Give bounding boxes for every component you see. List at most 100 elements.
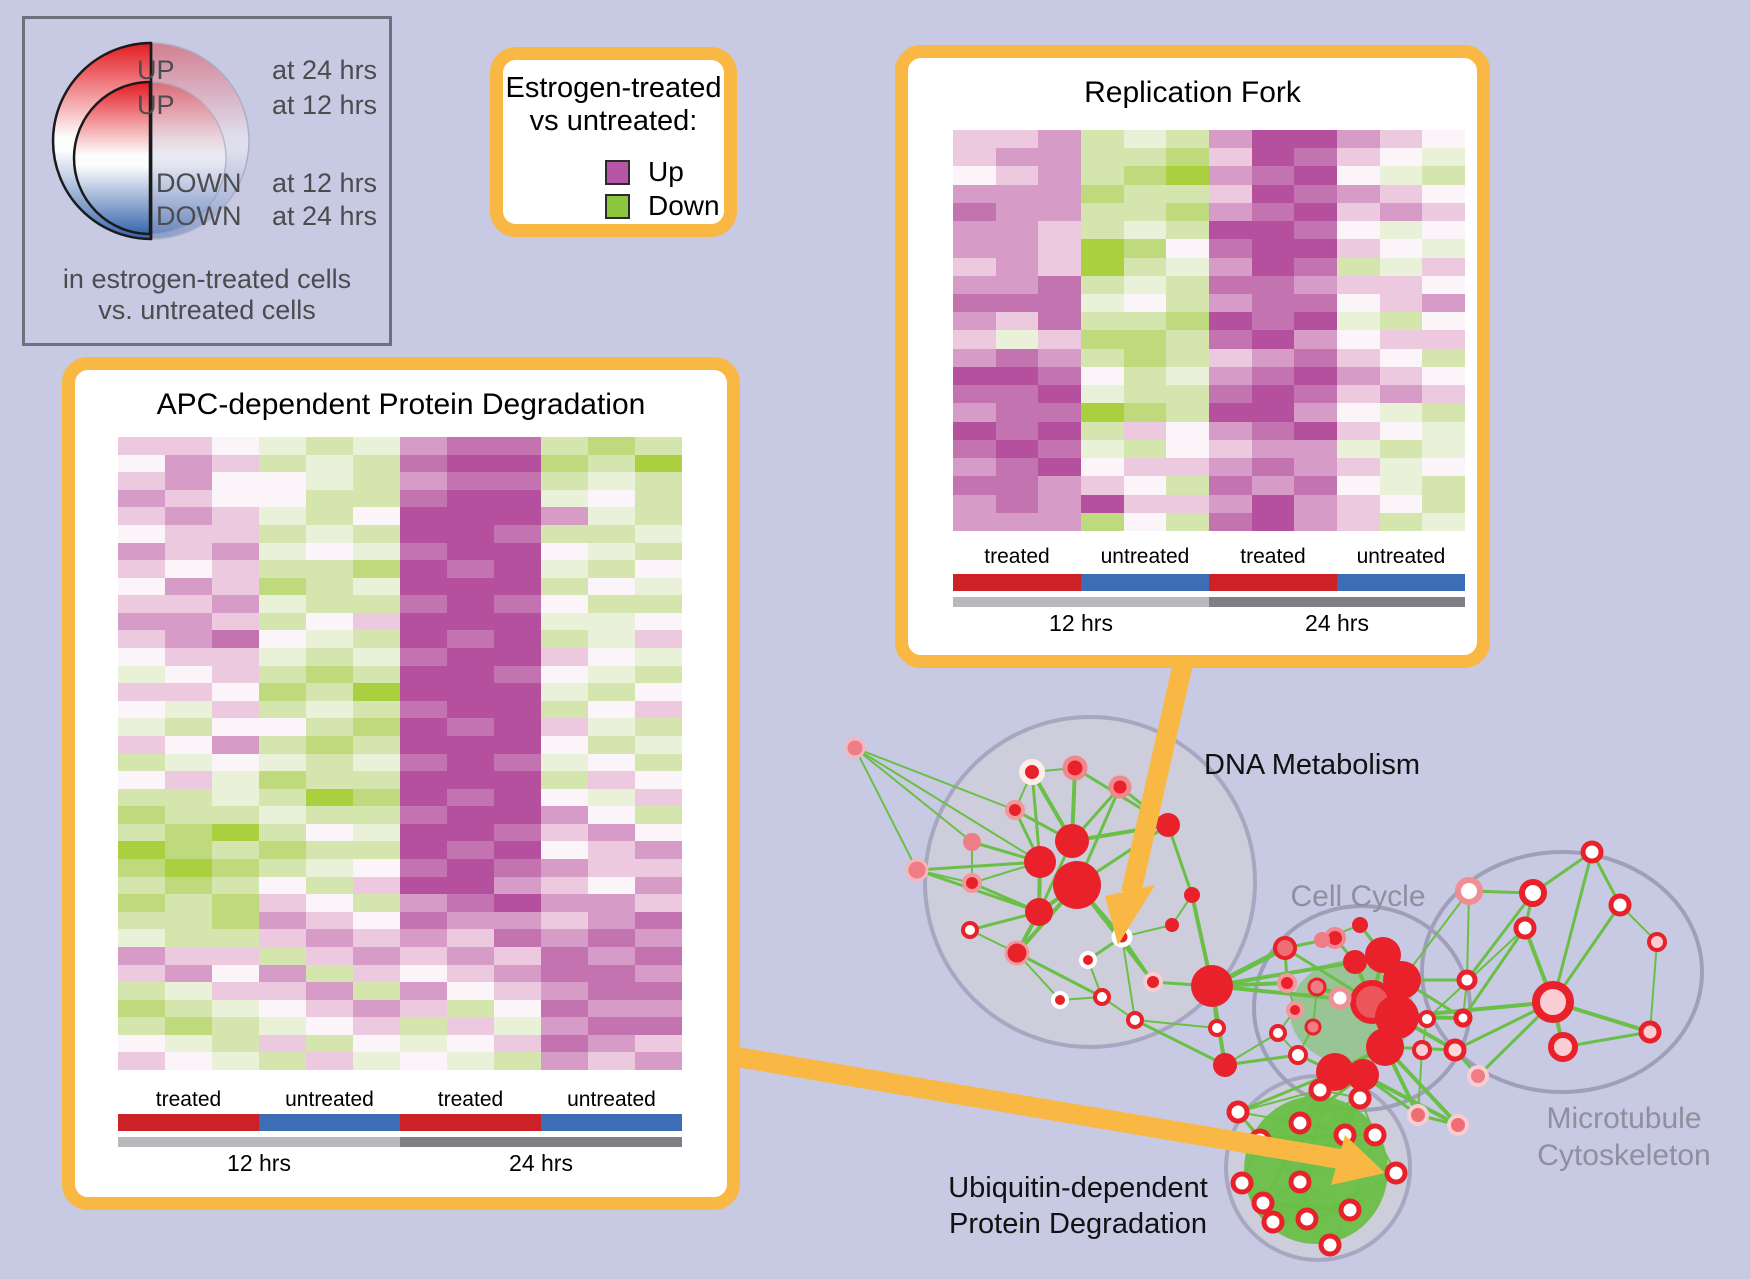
heatmap-cell [1209, 275, 1252, 295]
heatmap-cell [259, 982, 306, 1000]
heatmap-cell [118, 982, 165, 1000]
heatmap-cell [212, 630, 259, 648]
gene-node [1025, 898, 1053, 926]
heatmap-cell [1422, 494, 1465, 513]
heatmap-cell [1081, 421, 1124, 440]
heatmap-cell [400, 911, 447, 930]
heatmap-cell [1038, 221, 1081, 240]
gene-node [1288, 1170, 1312, 1194]
treatment-bar-segment [400, 1114, 541, 1131]
heatmap-cell [447, 524, 494, 543]
heatmap-cell [1294, 476, 1337, 495]
heatmap-cell [1123, 366, 1167, 386]
label-cell-cycle: Cell Cycle [1290, 880, 1426, 913]
gene-node [1079, 951, 1097, 969]
heatmap-cell [953, 239, 996, 258]
heatmap-cell [494, 753, 541, 772]
heatmap-cell [953, 439, 996, 459]
heatmap-cell [1294, 403, 1337, 422]
heatmap-cell [1337, 403, 1380, 422]
heatmap-cell [400, 560, 447, 578]
heatmap-cell [995, 476, 1039, 495]
heatmap-cell [1379, 294, 1423, 313]
heatmap-cell [635, 929, 682, 947]
heatmap-cell [1038, 366, 1081, 386]
heatmap-cell [165, 823, 212, 842]
heatmap-cell [1294, 221, 1337, 240]
heatmap-cell [259, 472, 306, 490]
heatmap-cell [212, 894, 259, 912]
heatmap-cell [118, 876, 165, 895]
heatmap-cell [588, 683, 635, 701]
heatmap-cell [447, 823, 494, 842]
gene-node [1338, 1198, 1362, 1222]
heatmap-cell [1166, 148, 1209, 167]
gene-node [1184, 887, 1200, 903]
heatmap-cell [212, 806, 259, 824]
gene-node [1608, 893, 1632, 917]
heatmap-cell [118, 524, 165, 543]
gene-node [1363, 1123, 1387, 1147]
heatmap-cell [1251, 476, 1295, 495]
heatmap-cell [447, 595, 494, 613]
heatmap-cell [1166, 458, 1209, 477]
heatmap-cell [118, 929, 165, 947]
heatmap-cell [1166, 166, 1209, 185]
heatmap-cell [1294, 275, 1337, 295]
heatmap-cell [165, 1017, 212, 1035]
heatmap-cell [1081, 166, 1124, 185]
heatmap-cell [541, 683, 588, 701]
heatmap-cell [400, 894, 447, 912]
treatment-bar-segment [541, 1114, 682, 1131]
heatmap-cell [1123, 312, 1167, 331]
heatmap-cell [447, 859, 494, 877]
down-swatch-label: Down [648, 190, 720, 221]
gene-node [1261, 1210, 1285, 1234]
heatmap-cell [1209, 148, 1252, 167]
heatmap-cell [447, 700, 494, 719]
heatmap-cell [635, 806, 682, 824]
gene-node [1213, 1053, 1237, 1077]
heatmap-cell [494, 700, 541, 719]
heatmap-cell [259, 700, 306, 719]
heatmap-cell [588, 437, 635, 455]
heatmap-cell [165, 577, 212, 596]
replication-fork-group-labels: treated untreated treated untreated [953, 545, 1465, 569]
heatmap-cell [1251, 221, 1295, 240]
heatmap-cell [1123, 130, 1167, 149]
heatmap-cell [259, 894, 306, 912]
heatmap-cell [1337, 166, 1380, 185]
heatmap-cell [400, 806, 447, 824]
heatmap-cell [541, 911, 588, 930]
heatmap-cell [212, 437, 259, 455]
heatmap-cell [588, 524, 635, 543]
heatmap-cell [165, 437, 212, 455]
heatmap-cell [1251, 166, 1295, 185]
heatmap-cell [1209, 403, 1252, 422]
heatmap-cell [541, 1034, 588, 1053]
heatmap-cell [306, 648, 353, 666]
heatmap-cell [165, 788, 212, 807]
heatmap-cell [212, 560, 259, 578]
heatmap-cell [1166, 275, 1209, 295]
heatmap-cell [588, 771, 635, 789]
gene-node [1467, 1065, 1489, 1087]
heatmap-cell [400, 489, 447, 508]
heatmap-cell [953, 130, 996, 149]
heatmap-cell [1294, 239, 1337, 258]
heatmap-cell [1209, 294, 1252, 313]
heatmap-cell [995, 148, 1039, 167]
heatmap-cell [1251, 130, 1295, 149]
heatmap-cell [400, 946, 447, 965]
heatmap-cell [1038, 275, 1081, 295]
heatmap-cell [118, 788, 165, 807]
heatmap-cell [400, 665, 447, 684]
heatmap-cell [541, 612, 588, 631]
heatmap-cell [588, 1034, 635, 1053]
gene-node [1004, 940, 1030, 966]
heatmap-cell [212, 1052, 259, 1070]
heatmap-cell [306, 946, 353, 965]
gene-node [1024, 846, 1056, 878]
heatmap-cell [212, 876, 259, 895]
heatmap-cell [400, 630, 447, 648]
